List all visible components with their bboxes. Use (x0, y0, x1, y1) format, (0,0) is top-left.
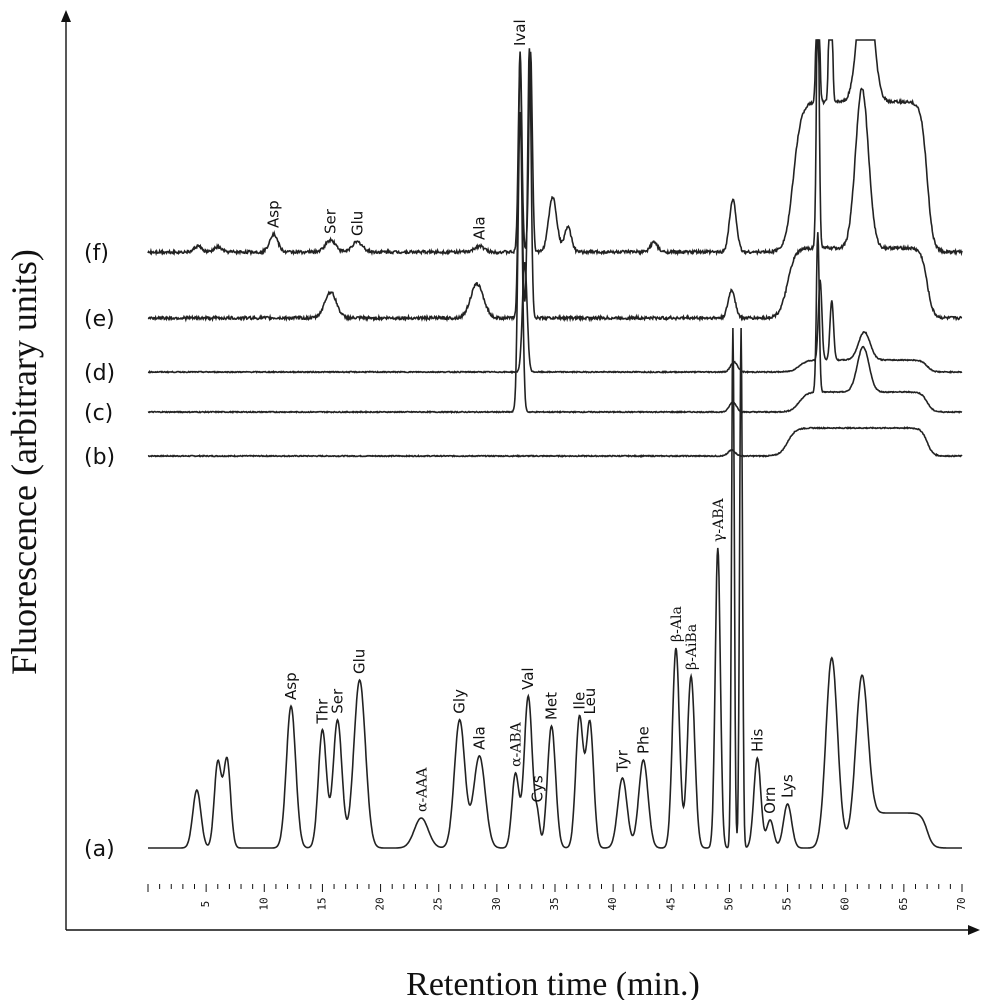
x-tick-label: 60 (839, 897, 852, 910)
trace-label-f: (f) (84, 241, 109, 266)
trace-a (148, 327, 962, 849)
trace-labels: (a) (b) (c) (d) (e) (f) (84, 241, 115, 862)
peak-label: Ala (470, 726, 488, 750)
x-tick-label: 15 (315, 897, 328, 910)
trace-label-c: (c) (84, 401, 113, 426)
x-tick-label: 35 (548, 897, 561, 910)
traces (147, 39, 963, 849)
trace-label-a: (a) (84, 837, 115, 862)
peak-label: Phe (634, 726, 652, 754)
peak-label: Ala (470, 216, 488, 240)
axes (61, 10, 980, 935)
x-axis-label: Retention time (min.) (406, 966, 700, 1000)
peak-label: Asp (282, 672, 300, 700)
trace-c (147, 112, 963, 415)
time-ruler: 5 10 15 20 25 30 35 40 45 50 55 60 65 70 (147, 884, 968, 911)
peak-label: His (748, 729, 766, 752)
x-tick-label: 45 (664, 897, 677, 910)
peak-label: Ival (511, 19, 529, 46)
x-tick-label: 25 (432, 897, 445, 910)
trace-f (147, 39, 963, 257)
x-tick-label: 20 (374, 897, 387, 910)
peak-label: α-ΑΑΑ (414, 767, 430, 812)
x-tick-label: 65 (897, 897, 910, 910)
x-tick-label: 10 (257, 897, 270, 910)
trace-label-e: (e) (84, 307, 115, 332)
x-tick-label: 30 (490, 897, 503, 910)
peak-label: Ser (322, 208, 340, 234)
peak-label: Glu (351, 649, 369, 674)
peak-label: Leu (581, 688, 599, 715)
peak-label: γ-ABA (711, 498, 727, 542)
x-tick-label: 70 (955, 897, 968, 910)
x-tick-label: 5 (199, 901, 212, 908)
peak-label: Ser (329, 688, 347, 714)
x-tick-label: 40 (606, 897, 619, 910)
y-axis-label: Fluorescence (arbitrary units) (4, 249, 44, 675)
peak-label: β-AiBa (684, 624, 700, 670)
peak-label: Val (519, 667, 537, 689)
peak-label: Lys (779, 774, 797, 798)
y-axis-arrow (61, 10, 71, 22)
peak-label: Cys (529, 775, 547, 802)
peak-label: Thr (313, 698, 331, 725)
peak-label: Ile (570, 692, 588, 710)
x-tick-label: 50 (722, 897, 735, 910)
peak-label: Asp (265, 200, 283, 228)
peak-label: Orn (761, 787, 779, 814)
peak-label: Gly (451, 689, 469, 714)
peak-label: α-ABA (508, 721, 524, 767)
trace-label-b: (b) (84, 445, 115, 470)
x-tick-label: 55 (781, 897, 794, 910)
peak-label: Glu (348, 211, 366, 236)
x-axis-arrow (968, 925, 980, 935)
peak-label: Tyr (613, 749, 631, 773)
trace-label-d: (d) (84, 361, 115, 386)
trace-e (147, 39, 963, 323)
peak-label: Met (543, 692, 561, 720)
peak-label: β-Ala (669, 606, 685, 642)
trace-d (147, 262, 963, 374)
trace-b (147, 426, 963, 458)
